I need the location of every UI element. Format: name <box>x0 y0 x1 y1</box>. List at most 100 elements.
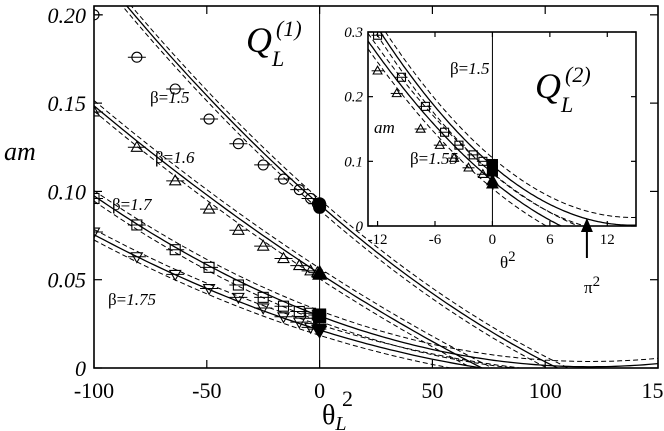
main-series-2-point <box>168 173 182 186</box>
main-y-tick-label: 0.10 <box>48 179 87 204</box>
main-series-3-fit-lower <box>94 200 519 368</box>
main-series-1-point <box>277 173 290 185</box>
inset-series-2-point <box>434 139 446 149</box>
main-series-4-point <box>130 252 144 264</box>
main-chart-title: QL (1) <box>246 16 302 71</box>
main-series-3-point <box>169 244 181 256</box>
main-series-3-point <box>293 305 305 318</box>
inset-series-1-point <box>396 72 407 82</box>
main-series-1-point <box>257 159 269 171</box>
inset-series-1-point <box>373 32 383 40</box>
main-series-4-fit-line <box>94 234 486 368</box>
inset-series-1-point <box>454 140 464 150</box>
main-y-axis-label: am <box>4 137 36 166</box>
main-series-1-point <box>169 83 181 95</box>
main-series-2-point <box>304 264 318 276</box>
main-y-tick-label: 0.05 <box>48 268 87 293</box>
inset-series-1-point <box>420 101 430 111</box>
main-x-label-sup: 2 <box>342 386 353 411</box>
main-series-4-point <box>202 283 216 296</box>
main-series-1-point <box>293 184 305 196</box>
inset-y-tick-label: 0.1 <box>344 154 363 170</box>
main-series-area <box>94 6 658 368</box>
main-x-tick-label: -50 <box>192 378 221 403</box>
inset-title-sub: L <box>560 92 573 117</box>
main-title-main: Q <box>246 20 272 60</box>
main-series-2-point <box>231 223 245 235</box>
main-series-1-point <box>232 138 244 150</box>
main-series-3-point <box>94 192 100 205</box>
label-beta-1-5: β=1.5 <box>150 88 190 107</box>
main-series-3-point <box>131 219 143 231</box>
main-series-1-point <box>203 113 215 125</box>
main-series-3-fit-upper <box>94 190 658 362</box>
inset-title-sup: (2) <box>565 62 591 87</box>
main-series-4-point <box>231 292 245 305</box>
inset-series-1-fit-line <box>379 32 636 226</box>
label-beta-1-7: β=1.7 <box>112 195 153 214</box>
inset-series-2-point <box>391 87 403 98</box>
inset-series-2-point <box>448 152 460 162</box>
inset-series-2-point <box>415 123 426 133</box>
main-series-1-point <box>94 9 100 21</box>
inset-x-tick-label: 0 <box>489 232 497 248</box>
main-series-2-point <box>130 140 144 152</box>
main-series-3-point <box>203 261 215 273</box>
inset-label-beta-1-55: β=1.55 <box>410 149 458 168</box>
main-x-tick-label: -100 <box>74 378 114 403</box>
main-title-sup: (1) <box>276 16 302 41</box>
main-series-3-point <box>232 279 244 291</box>
main-series-3-zero-point <box>313 310 327 324</box>
main-series-1-fit-line <box>125 6 559 368</box>
inset-x-tick-label: -6 <box>429 232 442 248</box>
main-series-1-zero-point <box>313 197 327 211</box>
main-frame <box>93 5 659 369</box>
main-series-4-point <box>277 312 290 324</box>
inset-title-main: Q <box>535 66 561 106</box>
main-series-1-point <box>131 51 143 63</box>
main-y-tick-label: 0 <box>75 356 86 381</box>
main-series-2-point <box>94 105 101 117</box>
main-series-4-fit-upper <box>94 228 525 368</box>
label-beta-1-75: β=1.75 <box>108 290 156 309</box>
inset-series-1-point <box>468 150 478 160</box>
inset-series-2-point <box>463 162 474 172</box>
main-series-2-point <box>277 251 290 264</box>
main-x-tick-label: 100 <box>529 378 562 403</box>
main-series-3-fit-line <box>94 195 658 368</box>
main-x-tick-label: 150 <box>642 378 664 403</box>
inset-series-2-fit-lower <box>368 48 548 226</box>
main-x-tick-label: 0 <box>314 378 325 403</box>
inset-series-2-fit-line <box>368 40 563 226</box>
inset-series-area <box>368 32 636 226</box>
inset-y-tick-label: 0 <box>356 219 364 235</box>
main-series-2-fit-line <box>94 105 484 368</box>
main-series-2-zero-point <box>312 264 328 278</box>
main-x-label-sub: L <box>334 413 346 431</box>
inset-pi-squared-label: π2 <box>584 274 600 297</box>
main-series-2-point <box>256 239 270 251</box>
main-title-sub: L <box>271 46 284 71</box>
main-series-4-point <box>94 227 101 239</box>
inset-y-axis-label: am <box>374 118 395 137</box>
main-x-label-main: θ <box>322 400 335 431</box>
main-x-tick-label: 50 <box>421 378 443 403</box>
main-series-4-point <box>256 303 270 315</box>
inset-x-axis-label: θ2 <box>500 249 516 272</box>
inset-series-1-fit-upper <box>384 32 636 218</box>
main-series-1-fit-lower <box>121 6 549 368</box>
inset-series-2-zero-point <box>485 177 499 189</box>
main-series-4-fit-lower <box>94 239 454 368</box>
main-series-4-zero-point <box>312 325 328 339</box>
main-series-3-point <box>277 300 290 312</box>
label-beta-1-6: β=1.6 <box>155 148 195 167</box>
inset-x-tick-label: 12 <box>600 232 615 248</box>
inset-plot: -12 -6 0 6 12 0 0.1 0.2 0.3 <box>344 25 637 258</box>
inset-y-tick-label: 0.3 <box>344 25 363 41</box>
main-series-2-fit-lower <box>94 110 473 368</box>
main-y-tick-label: 0.15 <box>48 91 87 116</box>
inset-series-2-fit-upper <box>368 33 580 226</box>
inset-label-beta-1-5: β=1.5 <box>450 59 490 78</box>
inset-series-2-point <box>477 168 489 179</box>
